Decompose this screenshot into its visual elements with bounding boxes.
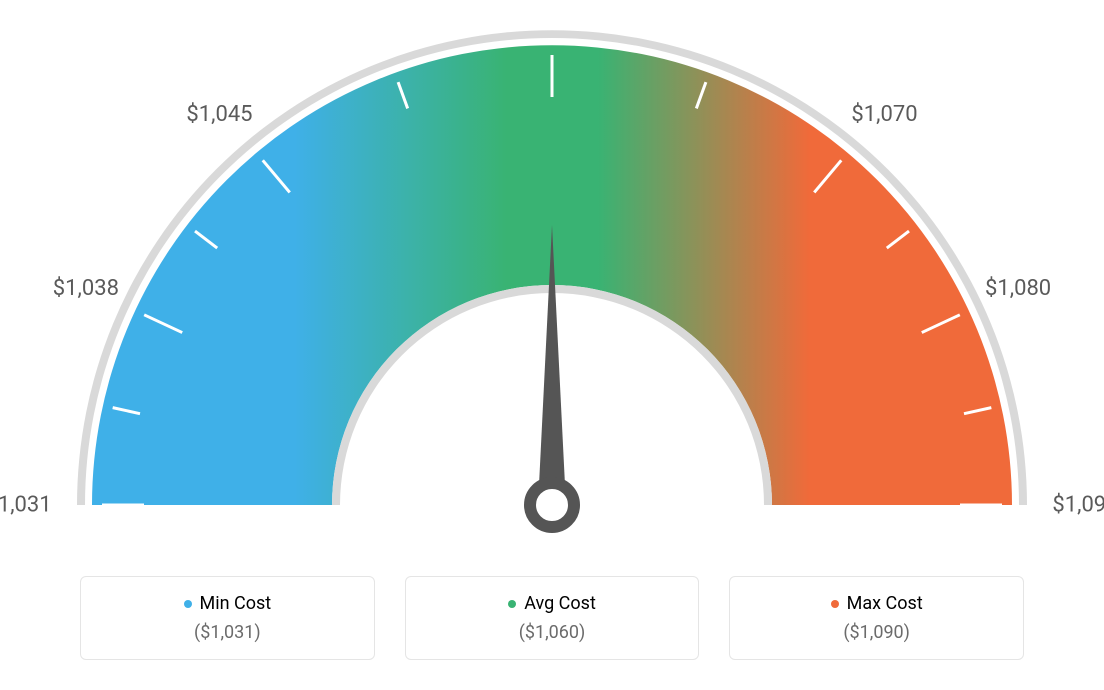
legend-card-min: Min Cost ($1,031) [80,576,375,661]
legend-dot-min [184,600,192,608]
legend-max-label: Max Cost [847,593,923,614]
legend-dot-avg [508,600,516,608]
gauge-tick-label: $1,070 [851,102,917,127]
legend-min-title: Min Cost [184,593,272,614]
legend-min-value: ($1,031) [91,622,364,643]
gauge-tick-label: $1,045 [186,102,252,127]
legend-min-label: Min Cost [200,593,272,614]
gauge-chart-container: $1,031$1,038$1,045$1,060$1,070$1,080$1,0… [0,0,1104,690]
gauge-tick-label: $1,038 [53,276,119,301]
legend-avg-title: Avg Cost [508,593,596,614]
gauge-tick-label: $1,080 [985,276,1051,301]
gauge-area: $1,031$1,038$1,045$1,060$1,070$1,080$1,0… [0,0,1104,560]
legend-card-max: Max Cost ($1,090) [729,576,1024,661]
gauge-svg [0,0,1104,560]
legend-row: Min Cost ($1,031) Avg Cost ($1,060) Max … [80,576,1024,661]
legend-dot-max [831,600,839,608]
legend-max-title: Max Cost [831,593,923,614]
gauge-tick-label: $1,031 [0,493,52,518]
legend-max-value: ($1,090) [740,622,1013,643]
legend-avg-value: ($1,060) [416,622,689,643]
legend-card-avg: Avg Cost ($1,060) [405,576,700,661]
gauge-needle-hub [530,483,574,527]
gauge-tick-label: $1,090 [1052,493,1104,518]
legend-avg-label: Avg Cost [524,593,596,614]
